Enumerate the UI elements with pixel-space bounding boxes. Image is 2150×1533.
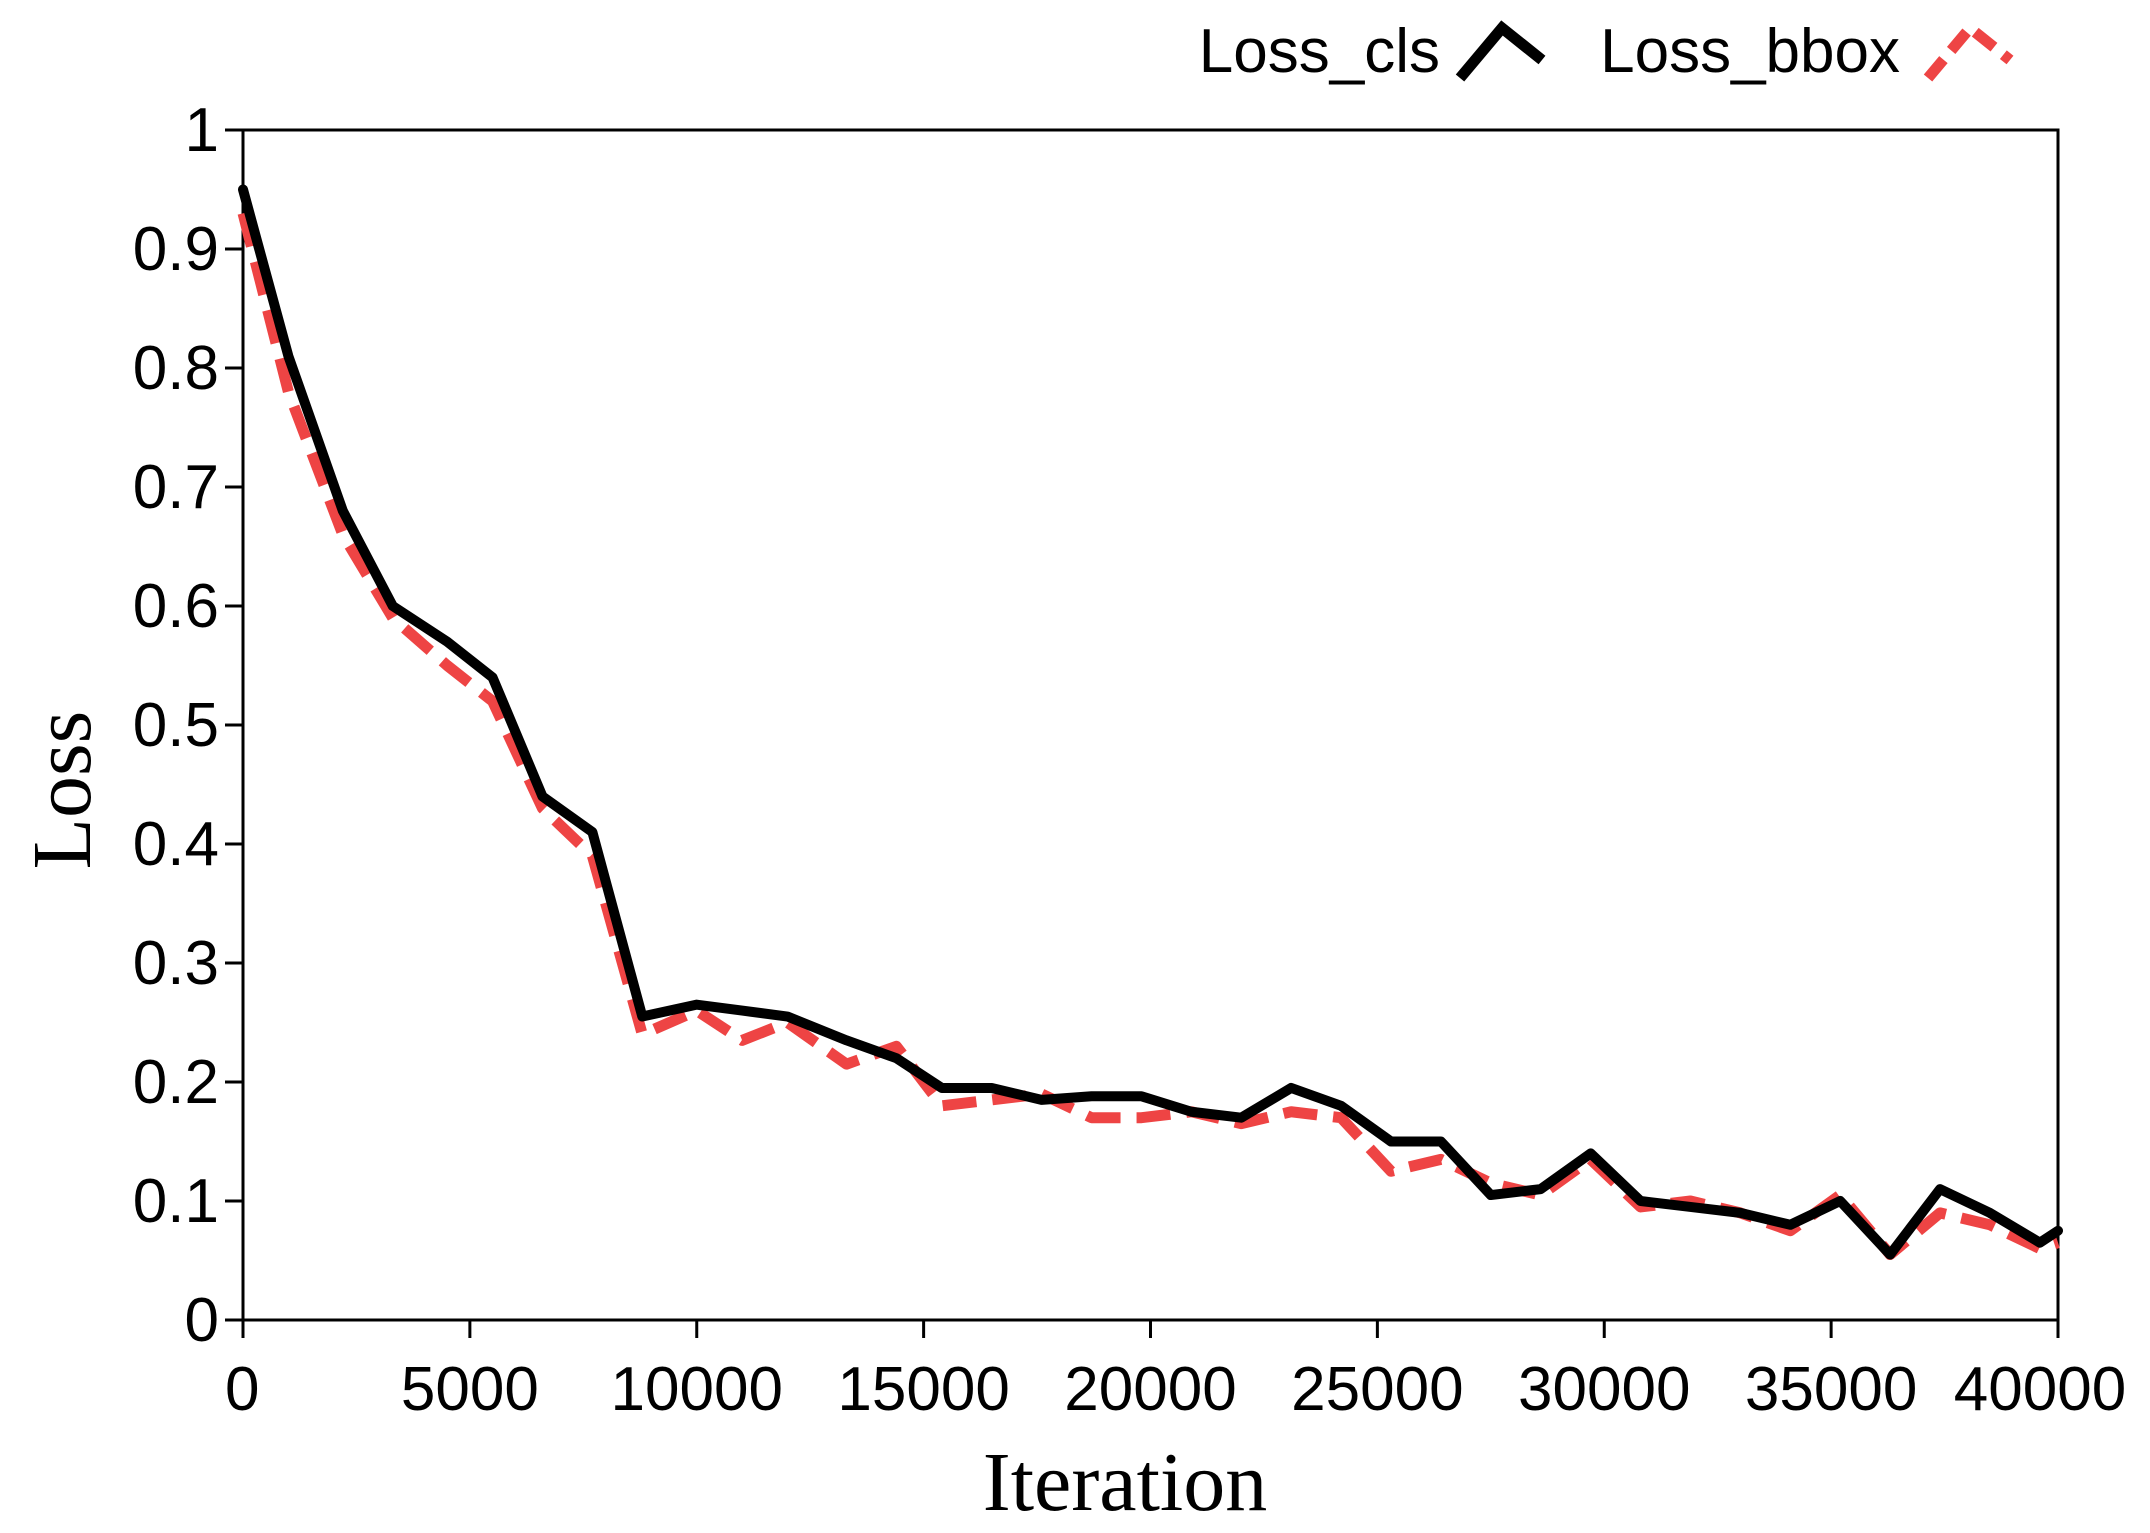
y-tick-label: 0.8 xyxy=(133,334,219,403)
y-axis-title: Loss xyxy=(16,711,109,870)
x-tick-label: 5000 xyxy=(401,1355,539,1424)
x-tick-label: 25000 xyxy=(1291,1355,1463,1424)
x-tick-label: 35000 xyxy=(1745,1355,1917,1424)
y-tick-label: 0.3 xyxy=(133,929,219,998)
series-layer xyxy=(237,184,2063,1261)
x-axis: 0 5000 10000 15000 20000 25000 30000 35000 40000 xyxy=(225,1320,2126,1424)
series-line-loss-cls xyxy=(238,184,2063,1260)
y-tick-label: 0.6 xyxy=(133,572,219,641)
y-tick-label: 0 xyxy=(185,1286,219,1355)
legend-label: Loss_bbox xyxy=(1600,17,1900,86)
x-tick-label: 10000 xyxy=(611,1355,783,1424)
y-tick-label: 1 xyxy=(185,96,219,165)
legend-swatch xyxy=(1923,20,2014,82)
y-tick-label: 0.4 xyxy=(133,810,219,879)
y-tick-label: 0.1 xyxy=(133,1167,219,1236)
legend: Loss_cls Loss_bbox xyxy=(1199,17,2014,86)
x-tick-label: 0 xyxy=(225,1355,259,1424)
y-tick-label: 0.5 xyxy=(133,691,219,760)
legend-label: Loss_cls xyxy=(1199,17,1440,86)
y-axis: 0 0.1 0.2 0.3 0.4 0.5 0.6 0.7 0.8 0.9 1 xyxy=(133,96,243,1355)
x-tick-label: 30000 xyxy=(1518,1355,1690,1424)
y-tick-label: 0.2 xyxy=(133,1048,219,1117)
legend-swatch xyxy=(1455,20,1546,82)
x-tick-label: 15000 xyxy=(837,1355,1009,1424)
y-tick-label: 0.7 xyxy=(133,453,219,522)
x-tick-label: 40000 xyxy=(1954,1355,2126,1424)
x-axis-title: Iteration xyxy=(983,1436,1268,1529)
x-tick-label: 20000 xyxy=(1064,1355,1236,1424)
y-tick-label: 0.9 xyxy=(133,215,219,284)
